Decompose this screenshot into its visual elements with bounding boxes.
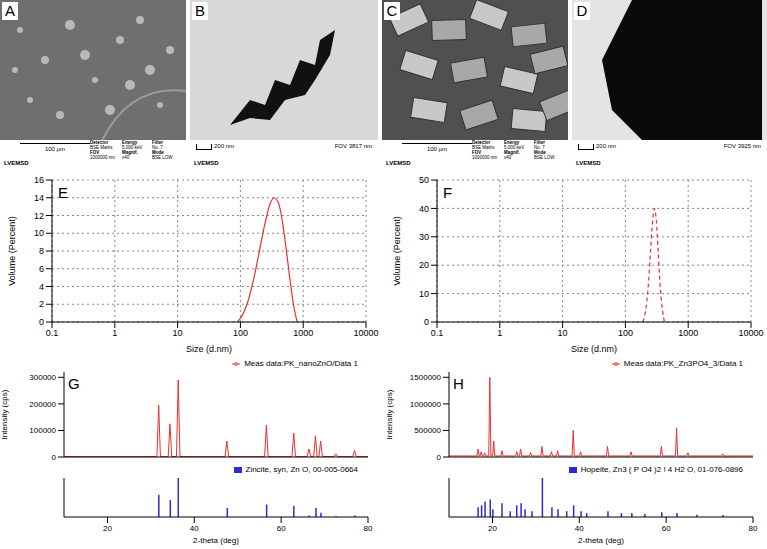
svg-text:Volume (Percent): Volume (Percent) — [7, 216, 17, 286]
svg-text:10: 10 — [558, 328, 568, 338]
html-text:BSE Matrix: BSE Matrix — [90, 145, 113, 150]
svg-text:30: 30 — [419, 232, 429, 242]
svg-text:60: 60 — [662, 524, 671, 533]
svg-text:0.1: 0.1 — [46, 328, 59, 338]
html-text:Filter: Filter — [152, 140, 163, 145]
svg-text:300000: 300000 — [29, 373, 56, 382]
svg-text:8: 8 — [39, 246, 44, 256]
svg-text:80: 80 — [749, 524, 758, 533]
svg-text:1: 1 — [497, 328, 502, 338]
svg-text:10: 10 — [34, 228, 44, 238]
html-text:100 µm: 100 µm — [44, 146, 66, 152]
html-text:Meas data:PK_Zn3PO4_3/Data 1: Meas data:PK_Zn3PO4_3/Data 1 — [623, 359, 743, 368]
svg-text:C: C — [387, 2, 398, 19]
svg-text:4: 4 — [39, 282, 44, 292]
html-text:200 nm: 200 nm — [596, 143, 616, 149]
svg-text:Volume (Percent): Volume (Percent) — [392, 216, 402, 286]
html-text:FOV 3925 nm: FOV 3925 nm — [723, 143, 761, 149]
html-text:x40: x40 — [122, 155, 130, 160]
html-text:Magnif.: Magnif. — [122, 150, 138, 155]
html-text:Energy: Energy — [504, 140, 520, 145]
svg-text:20: 20 — [419, 260, 429, 270]
svg-text:2-theta (deg): 2-theta (deg) — [578, 536, 624, 545]
html-text:Detector: Detector — [90, 140, 109, 145]
svg-text:200000: 200000 — [29, 400, 56, 409]
svg-text:Intensity (cps): Intensity (cps) — [385, 389, 394, 439]
svg-text:B: B — [195, 2, 205, 19]
svg-text:1: 1 — [112, 328, 117, 338]
svg-text:0.1: 0.1 — [431, 328, 444, 338]
svg-text:80: 80 — [364, 524, 373, 533]
svg-text:100000: 100000 — [29, 426, 56, 435]
html-text:LVEMSD: LVEMSD — [194, 160, 219, 166]
html-text:200 nm: 200 nm — [214, 143, 234, 149]
svg-text:1000: 1000 — [293, 328, 313, 338]
html-text:BSE LOW: BSE LOW — [152, 155, 173, 160]
svg-text:2-theta (deg): 2-theta (deg) — [193, 536, 239, 545]
html-text:FOV: FOV — [472, 150, 482, 155]
svg-text:14: 14 — [34, 193, 44, 203]
svg-text:40: 40 — [419, 204, 429, 214]
svg-text:0: 0 — [52, 453, 57, 462]
html-text:No. 7: No. 7 — [152, 145, 163, 150]
html-text:Energy: Energy — [122, 140, 138, 145]
svg-text:40: 40 — [575, 524, 584, 533]
html-text:Detector: Detector — [472, 140, 491, 145]
svg-text:6: 6 — [39, 264, 44, 274]
html-text:Hopeite, Zn3 ( P O4 )2 ! 4 H2: Hopeite, Zn3 ( P O4 )2 ! 4 H2 O, 01-076-… — [580, 465, 743, 474]
html-text:5.000 keV: 5.000 keV — [504, 145, 525, 150]
html-text:E: E — [58, 184, 68, 201]
html-text:FOV 3817 nm: FOV 3817 nm — [334, 143, 372, 149]
html-text:Zincite, syn, Zn O, 00-005-066: Zincite, syn, Zn O, 00-005-0664 — [245, 465, 358, 474]
html-text:5.000 keV: 5.000 keV — [122, 145, 143, 150]
html-text:G: G — [68, 375, 80, 392]
svg-text:50: 50 — [419, 175, 429, 185]
svg-text:20: 20 — [488, 524, 497, 533]
html-text:100 µm: 100 µm — [426, 146, 448, 152]
svg-text:Intensity (cps): Intensity (cps) — [0, 389, 9, 439]
svg-text:1000: 1000 — [678, 328, 698, 338]
html-text:Meas data:PK_nanoZnO/Data 1: Meas data:PK_nanoZnO/Data 1 — [244, 359, 358, 368]
svg-text:1500000: 1500000 — [410, 373, 442, 382]
svg-text:2: 2 — [39, 299, 44, 309]
html-text:LVEMSD: LVEMSD — [576, 160, 601, 166]
svg-text:10000: 10000 — [738, 328, 763, 338]
html-text:1000000 nm: 1000000 nm — [90, 155, 115, 160]
html-text:1000000 nm: 1000000 nm — [472, 155, 497, 160]
svg-text:D: D — [577, 2, 588, 19]
html-text:Mode: Mode — [152, 150, 164, 155]
svg-text:A: A — [5, 2, 15, 19]
html-text:BSE Matrix: BSE Matrix — [472, 145, 495, 150]
svg-text:Size (d.nm): Size (d.nm) — [571, 344, 617, 354]
svg-text:1000000: 1000000 — [410, 400, 442, 409]
html-text:BSE LOW: BSE LOW — [534, 155, 555, 160]
svg-text:10: 10 — [419, 289, 429, 299]
html-text:F: F — [443, 184, 453, 201]
html-text:Mode: Mode — [534, 150, 546, 155]
svg-text:0: 0 — [424, 317, 429, 327]
html-text:LVEMSD: LVEMSD — [4, 160, 29, 166]
svg-text:10: 10 — [173, 328, 183, 338]
html-text:No. 7: No. 7 — [534, 145, 545, 150]
svg-text:20: 20 — [103, 524, 112, 533]
html-text:LVEMSD: LVEMSD — [386, 160, 411, 166]
svg-text:100: 100 — [618, 328, 633, 338]
svg-text:100: 100 — [233, 328, 248, 338]
svg-text:16: 16 — [34, 175, 44, 185]
svg-text:12: 12 — [34, 211, 44, 221]
svg-text:0: 0 — [39, 317, 44, 327]
svg-text:60: 60 — [277, 524, 286, 533]
html-text:H: H — [453, 375, 464, 392]
svg-text:10000: 10000 — [353, 328, 378, 338]
html-text:Filter: Filter — [534, 140, 545, 145]
svg-text:Size (d.nm): Size (d.nm) — [186, 344, 232, 354]
html-text:x40: x40 — [504, 155, 512, 160]
html-text:Magnif.: Magnif. — [504, 150, 520, 155]
svg-text:40: 40 — [190, 524, 199, 533]
svg-text:0: 0 — [437, 453, 442, 462]
svg-text:500000: 500000 — [414, 426, 441, 435]
html-text:FOV: FOV — [90, 150, 100, 155]
